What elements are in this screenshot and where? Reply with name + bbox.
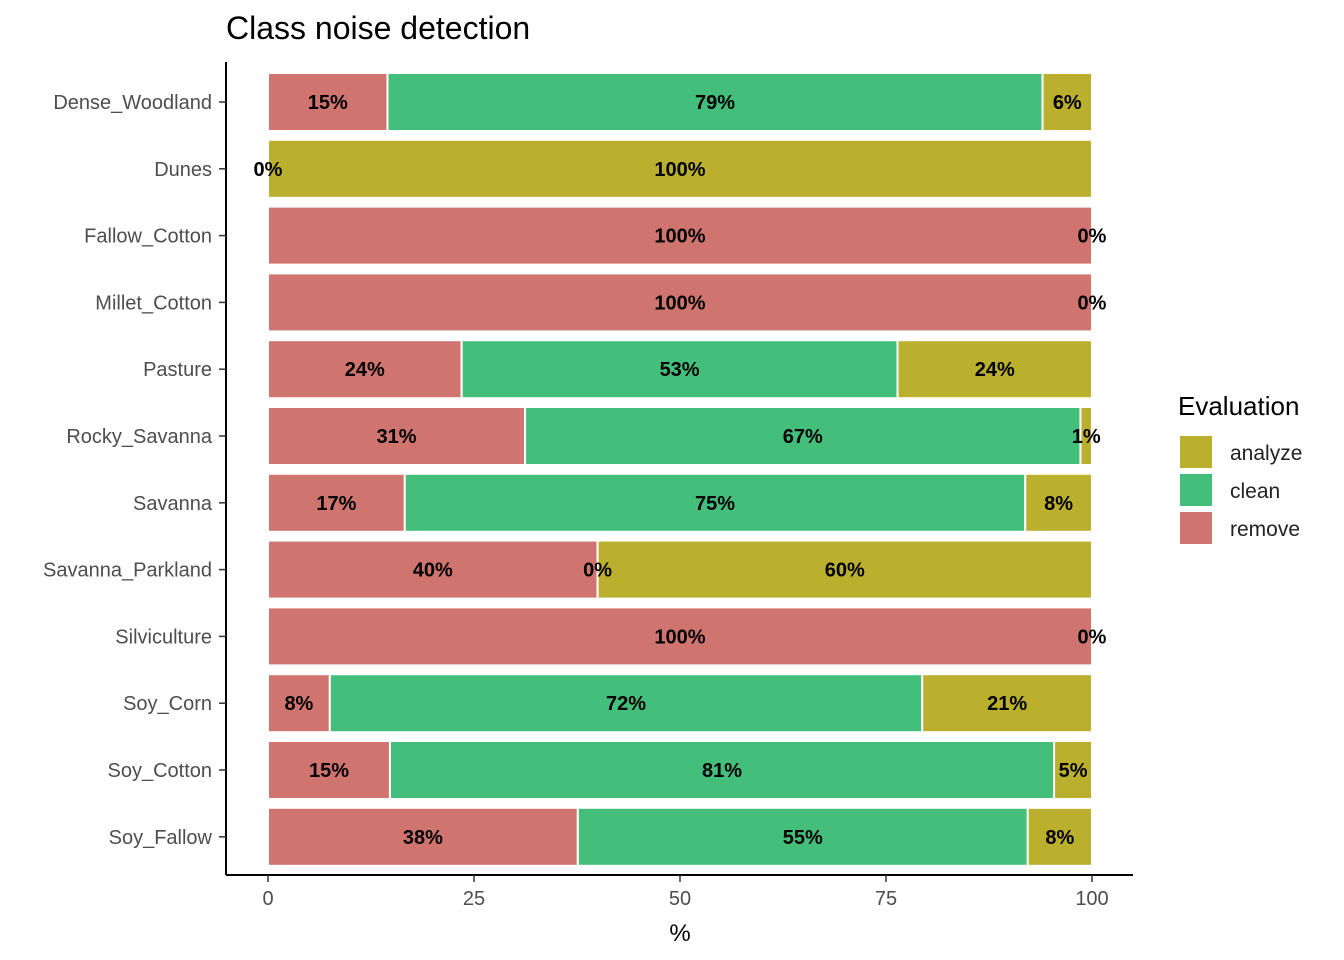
bar-segment-remove	[267, 806, 579, 867]
y-tick-label: Savanna_Parkland	[43, 560, 212, 582]
x-tick-label: 100	[1075, 888, 1108, 910]
x-tick-label: 50	[669, 888, 691, 910]
bar-segment-remove	[267, 205, 1093, 266]
bar-segment-analyze	[1079, 406, 1093, 466]
bar-segment-remove	[267, 606, 1093, 667]
legend-swatch-analyze	[1180, 436, 1212, 468]
bar-data-label: 60%	[825, 560, 865, 582]
bar-segment-clean	[460, 339, 899, 400]
bar-data-label: 31%	[377, 426, 417, 448]
y-tick-label: Silviculture	[115, 626, 212, 648]
y-tick-label: Millet_Cotton	[95, 292, 212, 314]
bar-data-label: 15%	[309, 760, 349, 782]
y-axis: Dense_Woodland Dunes Fallow_Cotton Millet_C…	[43, 92, 226, 849]
bar-data-label: 53%	[660, 359, 700, 381]
bar-segment-clean	[388, 740, 1056, 800]
bar-data-label: 0%	[1078, 226, 1107, 248]
bar-data-label: 0%	[1078, 292, 1107, 314]
y-tick-label: Pasture	[143, 359, 212, 381]
bar-data-label: 15%	[308, 92, 348, 114]
bars-group	[267, 72, 1094, 867]
x-axis-title: %	[669, 920, 690, 947]
bar-segment-clean	[328, 673, 924, 734]
bar-segment-analyze	[1053, 740, 1093, 800]
bar-segment-analyze	[1024, 472, 1093, 533]
bar-data-label: 100%	[654, 159, 705, 181]
bar-data-label: 8%	[1045, 827, 1074, 849]
y-tick-label: Soy_Corn	[123, 693, 212, 715]
bar-data-label: 100%	[654, 226, 705, 248]
bar-segment-analyze	[921, 673, 1093, 734]
legend-label-remove: remove	[1230, 518, 1300, 541]
bar-data-label: 100%	[654, 626, 705, 648]
bar-data-label: 5%	[1059, 760, 1088, 782]
x-tick-label: 25	[463, 888, 485, 910]
bar-segment-clean	[403, 472, 1027, 533]
bar-data-label: 81%	[702, 760, 742, 782]
y-tick-label: Soy_Cotton	[107, 760, 212, 782]
legend-swatch-remove	[1180, 512, 1212, 544]
bar-data-label: 79%	[695, 92, 735, 114]
legend: Evaluation analyze clean remove	[1178, 391, 1302, 544]
y-tick-label: Dunes	[154, 159, 212, 181]
legend-swatch-clean	[1180, 474, 1212, 506]
legend-title: Evaluation	[1178, 391, 1299, 421]
bar-data-label: 1%	[1072, 426, 1101, 448]
bar-data-label: 17%	[316, 493, 356, 515]
bar-data-label: 8%	[284, 693, 313, 715]
bar-segment-clean	[576, 806, 1029, 867]
bar-data-label: 6%	[1053, 92, 1082, 114]
bar-data-label: 72%	[606, 693, 646, 715]
legend-label-analyze: analyze	[1230, 442, 1302, 465]
bar-data-label: 0%	[1078, 626, 1107, 648]
bar-segment-analyze	[267, 138, 1093, 199]
y-tick-label: Savanna	[133, 493, 213, 515]
bar-data-label: 0%	[583, 560, 612, 582]
bar-data-label: 40%	[413, 560, 453, 582]
x-tick-label: 75	[875, 888, 897, 910]
y-tick-label: Fallow_Cotton	[84, 226, 212, 248]
bar-segment-analyze	[1041, 72, 1094, 132]
bar-data-label: 24%	[975, 359, 1015, 381]
bar-segment-remove	[267, 72, 389, 132]
bar-data-label: 24%	[345, 359, 385, 381]
y-tick-label: Soy_Fallow	[109, 827, 213, 849]
bar-segment-remove	[267, 272, 1093, 333]
bar-segment-remove	[267, 673, 331, 734]
y-tick-label: Rocky_Savanna	[66, 426, 213, 448]
bar-segment-remove	[267, 472, 406, 533]
bar-segment-remove	[267, 406, 527, 466]
bar-segment-clean	[386, 72, 1044, 132]
bar-data-label: 21%	[987, 693, 1027, 715]
bar-data-label: 8%	[1044, 493, 1073, 515]
legend-label-clean: clean	[1230, 480, 1280, 503]
bar-data-label: 55%	[783, 827, 823, 849]
bar-segment-remove	[267, 339, 463, 400]
bar-data-label: 100%	[654, 292, 705, 314]
bar-data-label: 0%	[254, 159, 283, 181]
bar-segment-analyze	[896, 339, 1094, 400]
bar-segment-remove	[267, 539, 599, 600]
x-axis: 0 25 50 75 100	[262, 875, 1109, 910]
bar-data-label: 38%	[403, 827, 443, 849]
chart-title: Class noise detection	[226, 10, 530, 46]
bar-segment-analyze	[1026, 806, 1094, 867]
bar-segment-analyze	[596, 539, 1093, 600]
bar-labels-group: 15% 79% 6% 0% 100% 100% 0% 100% 0% 24% 53% 24% 31% 67…	[254, 92, 1107, 849]
bar-data-label: 75%	[695, 493, 735, 515]
bar-data-label: 67%	[783, 426, 823, 448]
x-tick-label: 0	[262, 888, 273, 910]
y-tick-label: Dense_Woodland	[53, 92, 212, 114]
